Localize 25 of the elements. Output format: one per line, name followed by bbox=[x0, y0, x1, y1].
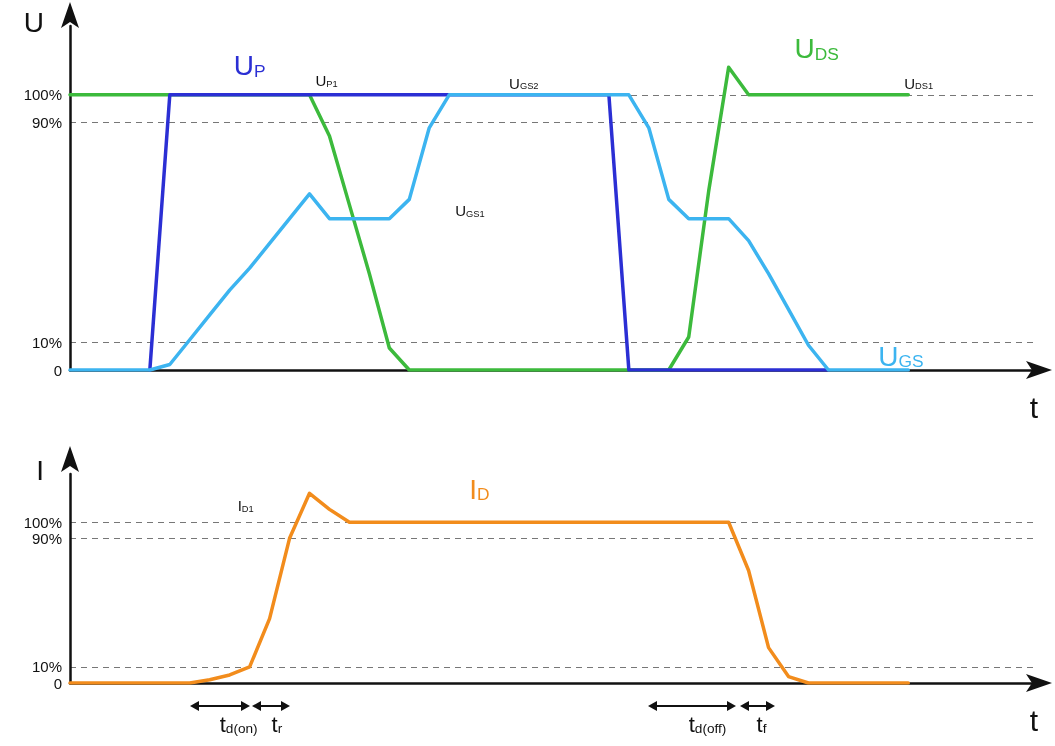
y-tick-label: 10% bbox=[31, 658, 62, 676]
y-tick-label: 90% bbox=[31, 113, 62, 131]
y-tick-label: 0 bbox=[53, 674, 62, 692]
text: td(off) bbox=[688, 712, 727, 738]
text: tf bbox=[756, 712, 767, 738]
y-tick-label: 100% bbox=[23, 513, 62, 531]
series-label: ID bbox=[469, 473, 490, 505]
series-label: UGS bbox=[878, 340, 924, 372]
text: td(on) bbox=[219, 712, 258, 738]
y-tick-label: 100% bbox=[23, 86, 62, 104]
text: tr bbox=[271, 712, 283, 738]
annotation: UGS1 bbox=[455, 202, 485, 220]
annotation: ID1 bbox=[237, 497, 254, 515]
annotation: UP1 bbox=[315, 72, 338, 90]
y-tick-label: 10% bbox=[31, 333, 62, 351]
x-axis-title: t bbox=[1029, 390, 1039, 424]
series-label: UP bbox=[233, 50, 266, 82]
x-axis-title: t bbox=[1029, 703, 1039, 737]
y-tick-label: 0 bbox=[53, 361, 62, 379]
y-axis-title: U bbox=[23, 6, 44, 38]
y-tick-label: 90% bbox=[31, 529, 62, 547]
annotation: UDS1 bbox=[904, 75, 934, 93]
annotation: UGS2 bbox=[509, 75, 539, 93]
series-label: UDS bbox=[794, 33, 839, 65]
y-axis-title: I bbox=[36, 454, 44, 486]
